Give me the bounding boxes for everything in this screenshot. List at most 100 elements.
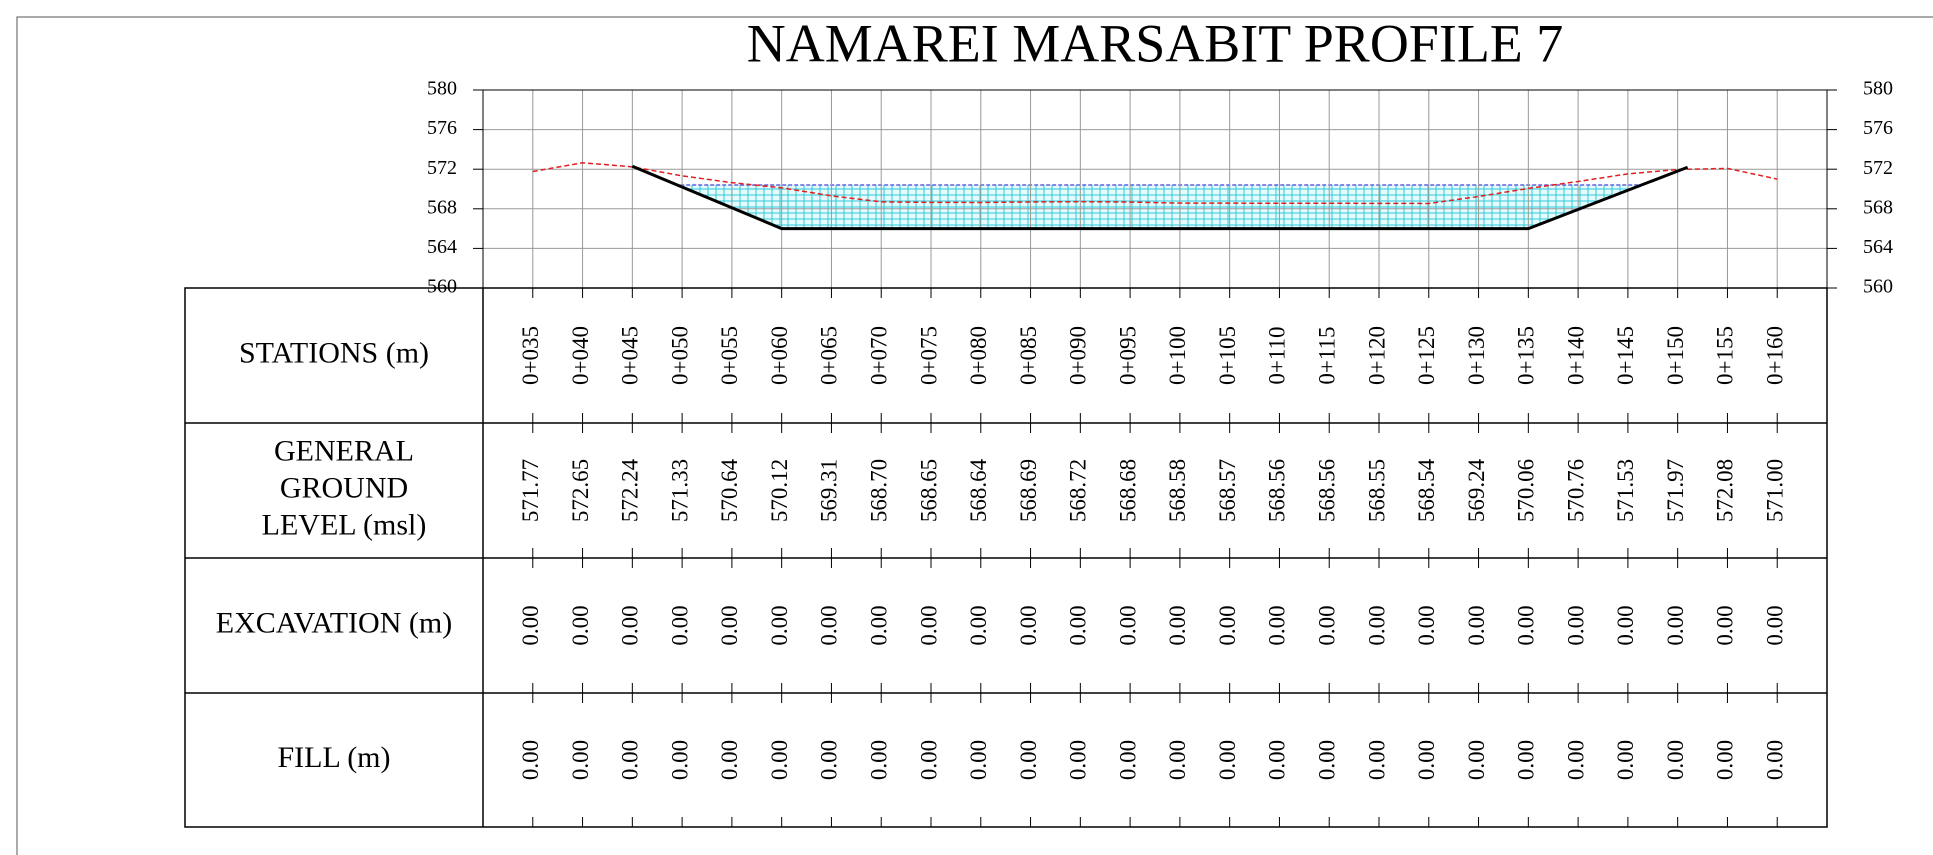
cell-value: 0.00 [1215, 605, 1240, 645]
cell-value: 0+040 [568, 326, 593, 385]
cell-value: 0.00 [717, 605, 742, 645]
cell-value: 0.00 [1315, 740, 1340, 780]
cell-value: 0.00 [1763, 740, 1788, 780]
cell-value: 0.00 [916, 605, 941, 645]
cell-value: 0.00 [1165, 740, 1190, 780]
cell-value: 0.00 [667, 740, 692, 780]
cell-value: 0+060 [767, 326, 792, 385]
cell-value: 0+045 [618, 326, 643, 385]
cell-value: 0.00 [1613, 740, 1638, 780]
cell-value: 0.00 [1713, 740, 1738, 780]
cell-value: 0+055 [717, 326, 742, 385]
cell-value: 0.00 [1663, 605, 1688, 645]
cell-value: 571.97 [1663, 459, 1688, 522]
cell-value: 572.65 [568, 459, 593, 522]
cell-value: 0.00 [518, 605, 543, 645]
cell-value: 0+150 [1663, 326, 1688, 385]
cell-value: 0.00 [1563, 605, 1588, 645]
cell-value: 0.00 [618, 740, 643, 780]
y-tick-label: 564 [427, 236, 457, 258]
cell-value: 0+130 [1464, 326, 1489, 385]
cell-value: 568.65 [916, 459, 941, 522]
cell-value: 0.00 [1016, 605, 1041, 645]
cell-value: 0.00 [966, 605, 991, 645]
cell-value: 0+105 [1215, 326, 1240, 385]
cell-value: 0.00 [966, 740, 991, 780]
cell-value: 0+135 [1514, 326, 1539, 385]
cell-value: 0.00 [568, 740, 593, 780]
y-tick-label: 572 [427, 157, 457, 179]
cell-value: 570.12 [767, 459, 792, 522]
cell-value: 0+035 [518, 326, 543, 385]
cell-value: 0+065 [817, 326, 842, 385]
cell-value: 0.00 [817, 605, 842, 645]
cell-value: 0.00 [1066, 605, 1091, 645]
y2-tick-label: 568 [1863, 196, 1893, 218]
cell-value: 0.00 [717, 740, 742, 780]
cell-value: 0.00 [867, 605, 892, 645]
design-section [631, 164, 1689, 231]
cell-value: 0.00 [1165, 605, 1190, 645]
cell-value: 0+120 [1364, 326, 1389, 385]
cell-value: 0.00 [1364, 740, 1389, 780]
cell-value: 0+110 [1265, 326, 1290, 384]
cell-value: 572.08 [1713, 459, 1738, 522]
cell-value: 0+125 [1414, 326, 1439, 385]
cell-value: 572.24 [618, 458, 643, 522]
cell-value: 0.00 [1613, 605, 1638, 645]
y-tick-label: 568 [427, 196, 457, 218]
cell-value: 0.00 [916, 740, 941, 780]
cell-value: 568.58 [1165, 459, 1190, 522]
y2-tick-label: 564 [1863, 236, 1893, 258]
cell-value: 570.06 [1514, 459, 1539, 522]
cell-value: 0.00 [767, 740, 792, 780]
cell-value: 0.00 [1115, 740, 1140, 780]
cell-value: 0.00 [1115, 605, 1140, 645]
cell-value: 0.00 [1514, 740, 1539, 780]
y-tick-label: 580 [427, 78, 457, 100]
cell-value: 0.00 [1464, 740, 1489, 780]
cell-value: 0.00 [1265, 605, 1290, 645]
y-tick-label: 560 [427, 276, 457, 298]
y2-tick-label: 576 [1863, 117, 1893, 139]
y2-tick-label: 560 [1863, 276, 1893, 298]
cell-value: 0+050 [667, 326, 692, 385]
cell-value: 568.56 [1265, 459, 1290, 522]
cell-value: 0.00 [1016, 740, 1041, 780]
cell-value: 0+100 [1165, 326, 1190, 385]
row-label: LEVEL (msl) [262, 508, 427, 541]
cell-value: 0+085 [1016, 326, 1041, 385]
cell-value: 0.00 [568, 605, 593, 645]
cell-value: 0.00 [618, 605, 643, 645]
row-label: GENERAL [274, 434, 414, 467]
cell-value: 568.69 [1016, 459, 1041, 522]
cell-value: 0.00 [1563, 740, 1588, 780]
cell-value: 568.57 [1215, 459, 1240, 522]
cell-value: 568.72 [1066, 459, 1091, 522]
cell-value: 568.56 [1315, 459, 1340, 522]
cell-value: 0.00 [1364, 605, 1389, 645]
cell-value: 568.64 [966, 458, 991, 522]
cell-value: 0+075 [916, 326, 941, 385]
row-label: FILL (m) [277, 741, 390, 774]
cell-value: 570.64 [717, 458, 742, 522]
cell-value: 0.00 [1265, 740, 1290, 780]
row-label: EXCAVATION (m) [216, 606, 452, 639]
cell-value: 0+145 [1613, 326, 1638, 385]
cell-value: 569.31 [817, 459, 842, 522]
cell-value: 571.33 [667, 459, 692, 522]
cell-value: 0.00 [1514, 605, 1539, 645]
cell-value: 568.68 [1115, 459, 1140, 522]
cell-value: 0.00 [1414, 605, 1439, 645]
chart-title: NAMAREI MARSABIT PROFILE 7 [747, 13, 1564, 73]
cell-value: 0+155 [1713, 326, 1738, 385]
frame [16, 16, 1933, 855]
cell-value: 0.00 [1215, 740, 1240, 780]
cell-value: 0+095 [1115, 326, 1140, 385]
cell-value: 568.54 [1414, 458, 1439, 522]
cell-value: 569.24 [1464, 458, 1489, 522]
cell-value: 0+115 [1315, 326, 1340, 384]
cell-value: 0.00 [817, 740, 842, 780]
